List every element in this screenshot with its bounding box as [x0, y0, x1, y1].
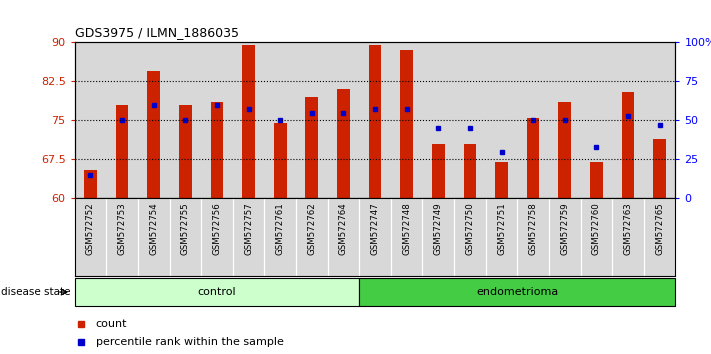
Text: count: count	[96, 319, 127, 329]
Text: GSM572760: GSM572760	[592, 202, 601, 255]
Text: GSM572759: GSM572759	[560, 202, 570, 255]
Text: GSM572762: GSM572762	[307, 202, 316, 255]
Bar	[581, 42, 612, 198]
Bar	[116, 105, 129, 198]
Text: GSM572748: GSM572748	[402, 202, 411, 255]
Bar	[306, 97, 318, 198]
Text: GSM572757: GSM572757	[244, 202, 253, 255]
Text: GSM572747: GSM572747	[370, 202, 380, 255]
Bar	[391, 42, 422, 198]
Text: GSM572765: GSM572765	[655, 202, 664, 255]
Bar	[369, 45, 381, 198]
Bar	[179, 105, 192, 198]
Bar	[590, 162, 603, 198]
Bar	[296, 42, 328, 198]
Text: GSM572753: GSM572753	[117, 202, 127, 255]
Bar	[264, 42, 296, 198]
Bar	[612, 42, 644, 198]
Text: GSM572752: GSM572752	[86, 202, 95, 255]
Text: GSM572758: GSM572758	[529, 202, 538, 255]
Bar	[495, 162, 508, 198]
Bar	[75, 42, 106, 198]
Bar	[464, 144, 476, 198]
Text: GSM572750: GSM572750	[466, 202, 474, 255]
Bar	[201, 42, 232, 198]
Text: GSM572764: GSM572764	[339, 202, 348, 255]
Bar	[274, 123, 287, 198]
Text: GDS3975 / ILMN_1886035: GDS3975 / ILMN_1886035	[75, 26, 239, 39]
Bar	[558, 102, 571, 198]
Bar	[337, 89, 350, 198]
Text: percentile rank within the sample: percentile rank within the sample	[96, 337, 284, 347]
Text: GSM572756: GSM572756	[213, 202, 221, 255]
Bar	[147, 71, 160, 198]
Bar	[106, 42, 138, 198]
Bar	[644, 42, 675, 198]
Bar	[621, 92, 634, 198]
Bar	[242, 45, 255, 198]
Bar	[432, 144, 444, 198]
Bar	[400, 50, 413, 198]
Text: GSM572761: GSM572761	[276, 202, 284, 255]
FancyBboxPatch shape	[75, 278, 359, 306]
Text: GSM572751: GSM572751	[497, 202, 506, 255]
Bar	[138, 42, 169, 198]
Bar	[454, 42, 486, 198]
Text: GSM572754: GSM572754	[149, 202, 159, 255]
Text: control: control	[198, 287, 236, 297]
Text: endometrioma: endometrioma	[476, 287, 558, 297]
Bar	[486, 42, 518, 198]
Bar	[653, 138, 666, 198]
Text: GSM572755: GSM572755	[181, 202, 190, 255]
Bar	[422, 42, 454, 198]
Text: GSM572763: GSM572763	[624, 202, 633, 255]
Bar	[549, 42, 581, 198]
Bar	[518, 42, 549, 198]
Text: GSM572749: GSM572749	[434, 202, 443, 255]
Bar	[359, 42, 391, 198]
Bar	[169, 42, 201, 198]
FancyBboxPatch shape	[359, 278, 675, 306]
Bar	[84, 170, 97, 198]
Bar	[527, 118, 540, 198]
Text: disease state: disease state	[1, 287, 71, 297]
Bar	[232, 42, 264, 198]
Bar	[328, 42, 359, 198]
Bar	[210, 102, 223, 198]
